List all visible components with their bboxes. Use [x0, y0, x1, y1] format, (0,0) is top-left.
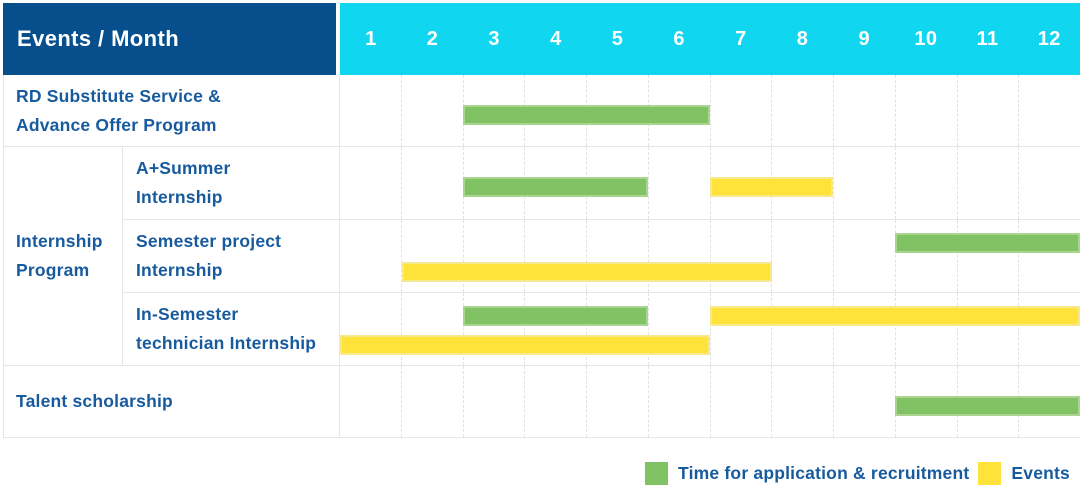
legend-item-application: Time for application & recruitment	[645, 462, 969, 485]
grid-cell	[958, 75, 1020, 146]
grid-cell	[587, 220, 649, 292]
events-bar	[710, 177, 834, 197]
row-label-semester-project: Semester project Internship	[123, 220, 340, 293]
timeline-row	[340, 366, 1080, 438]
row-label-talent-scholarship: Talent scholarship	[3, 366, 340, 438]
month-label: 3	[488, 27, 500, 50]
grid-cell	[772, 147, 834, 219]
grid-cell	[834, 220, 896, 292]
legend-label-events: Events	[1011, 463, 1070, 483]
legend-label-application: Time for application & recruitment	[678, 463, 970, 483]
legend-item-events: Events	[978, 462, 1070, 485]
grid-cell	[1019, 293, 1080, 365]
events-bar	[340, 335, 710, 355]
grid-cell	[402, 75, 464, 146]
group-label-internship-program: Internship Program	[3, 147, 123, 366]
month-label: 10	[914, 27, 938, 50]
grid-cell	[587, 293, 649, 365]
grid-cell	[896, 220, 958, 292]
grid-cell	[1019, 220, 1080, 292]
header-divider	[336, 3, 340, 75]
grid-cell	[340, 220, 402, 292]
events-bar	[401, 262, 772, 282]
events-swatch-icon	[978, 462, 1002, 485]
application-bar	[895, 396, 1080, 416]
row-label-a-plus-summer: A+Summer Internship	[123, 147, 340, 220]
month-header: 1 2 3 4 5 6 7 8 9 10 11 12	[340, 3, 1080, 75]
legend: Time for application & recruitment Event…	[645, 462, 1070, 485]
grid-cell	[402, 293, 464, 365]
timeline-row	[340, 293, 1080, 366]
grid-cell	[834, 147, 896, 219]
grid-cell	[711, 366, 773, 437]
grid-cell	[711, 75, 773, 146]
grid-cell	[834, 366, 896, 437]
month-label: 6	[673, 27, 685, 50]
grid-cell	[587, 366, 649, 437]
grid-cell	[958, 220, 1020, 292]
grid-cell	[958, 293, 1020, 365]
grid-cell	[834, 75, 896, 146]
grid-cell	[896, 75, 958, 146]
row-label-rd-substitute: RD Substitute Service & Advance Offer Pr…	[3, 75, 340, 147]
grid-cell	[525, 293, 587, 365]
grid-cell	[649, 147, 711, 219]
events-bar	[710, 306, 1080, 326]
month-label: 7	[735, 27, 747, 50]
grid-cell	[340, 293, 402, 365]
grid-cell	[340, 366, 402, 437]
grid-cell	[649, 75, 711, 146]
grid-cell	[402, 220, 464, 292]
grid-cell	[772, 293, 834, 365]
month-label: 2	[426, 27, 439, 50]
grid-cell	[772, 366, 834, 437]
row-label-in-semester-technician: In-Semester technician Internship	[123, 293, 340, 366]
grid-cell	[649, 293, 711, 365]
month-label: 12	[1037, 27, 1061, 50]
events-month-table: Events / Month 1 2 3 4 5 6 7 8 9 10 11 12 RD Substi…	[3, 3, 1080, 438]
month-label: 4	[550, 27, 562, 50]
table-body: RD Substitute Service & Advance Offer Pr…	[3, 75, 1080, 438]
grid-cell	[525, 366, 587, 437]
month-label: 9	[858, 27, 870, 50]
application-swatch-icon	[645, 462, 669, 485]
grid-cell	[1019, 147, 1080, 219]
grid-cell	[711, 220, 773, 292]
grid-cell	[834, 293, 896, 365]
grid-cell	[464, 220, 526, 292]
grid-cell	[402, 366, 464, 437]
grid-cell	[340, 147, 402, 219]
timeline-row	[340, 75, 1080, 147]
application-bar	[463, 177, 649, 197]
timeline-row	[340, 147, 1080, 220]
month-label: 11	[976, 27, 999, 50]
grid-cell	[464, 293, 526, 365]
grid-cell	[711, 293, 773, 365]
grid-cell	[896, 293, 958, 365]
application-bar	[463, 306, 649, 326]
timeline-row	[340, 220, 1080, 293]
grid-cell	[525, 220, 587, 292]
month-label: 5	[611, 27, 624, 50]
grid-cell	[958, 147, 1020, 219]
month-label: 8	[796, 27, 809, 50]
month-label: 1	[365, 27, 377, 50]
grid-cell	[896, 147, 958, 219]
grid-cell	[772, 220, 834, 292]
table-header-row: Events / Month 1 2 3 4 5 6 7 8 9 10 11 12	[3, 3, 1080, 75]
grid-cell	[402, 147, 464, 219]
grid-cell	[649, 366, 711, 437]
application-bar	[463, 105, 710, 125]
grid-cell	[464, 366, 526, 437]
grid-cell	[649, 220, 711, 292]
grid-cell	[340, 75, 402, 146]
application-bar	[895, 233, 1080, 253]
grid-cell	[772, 75, 834, 146]
grid-cell	[1019, 75, 1080, 146]
table-header-title: Events / Month	[3, 3, 336, 75]
